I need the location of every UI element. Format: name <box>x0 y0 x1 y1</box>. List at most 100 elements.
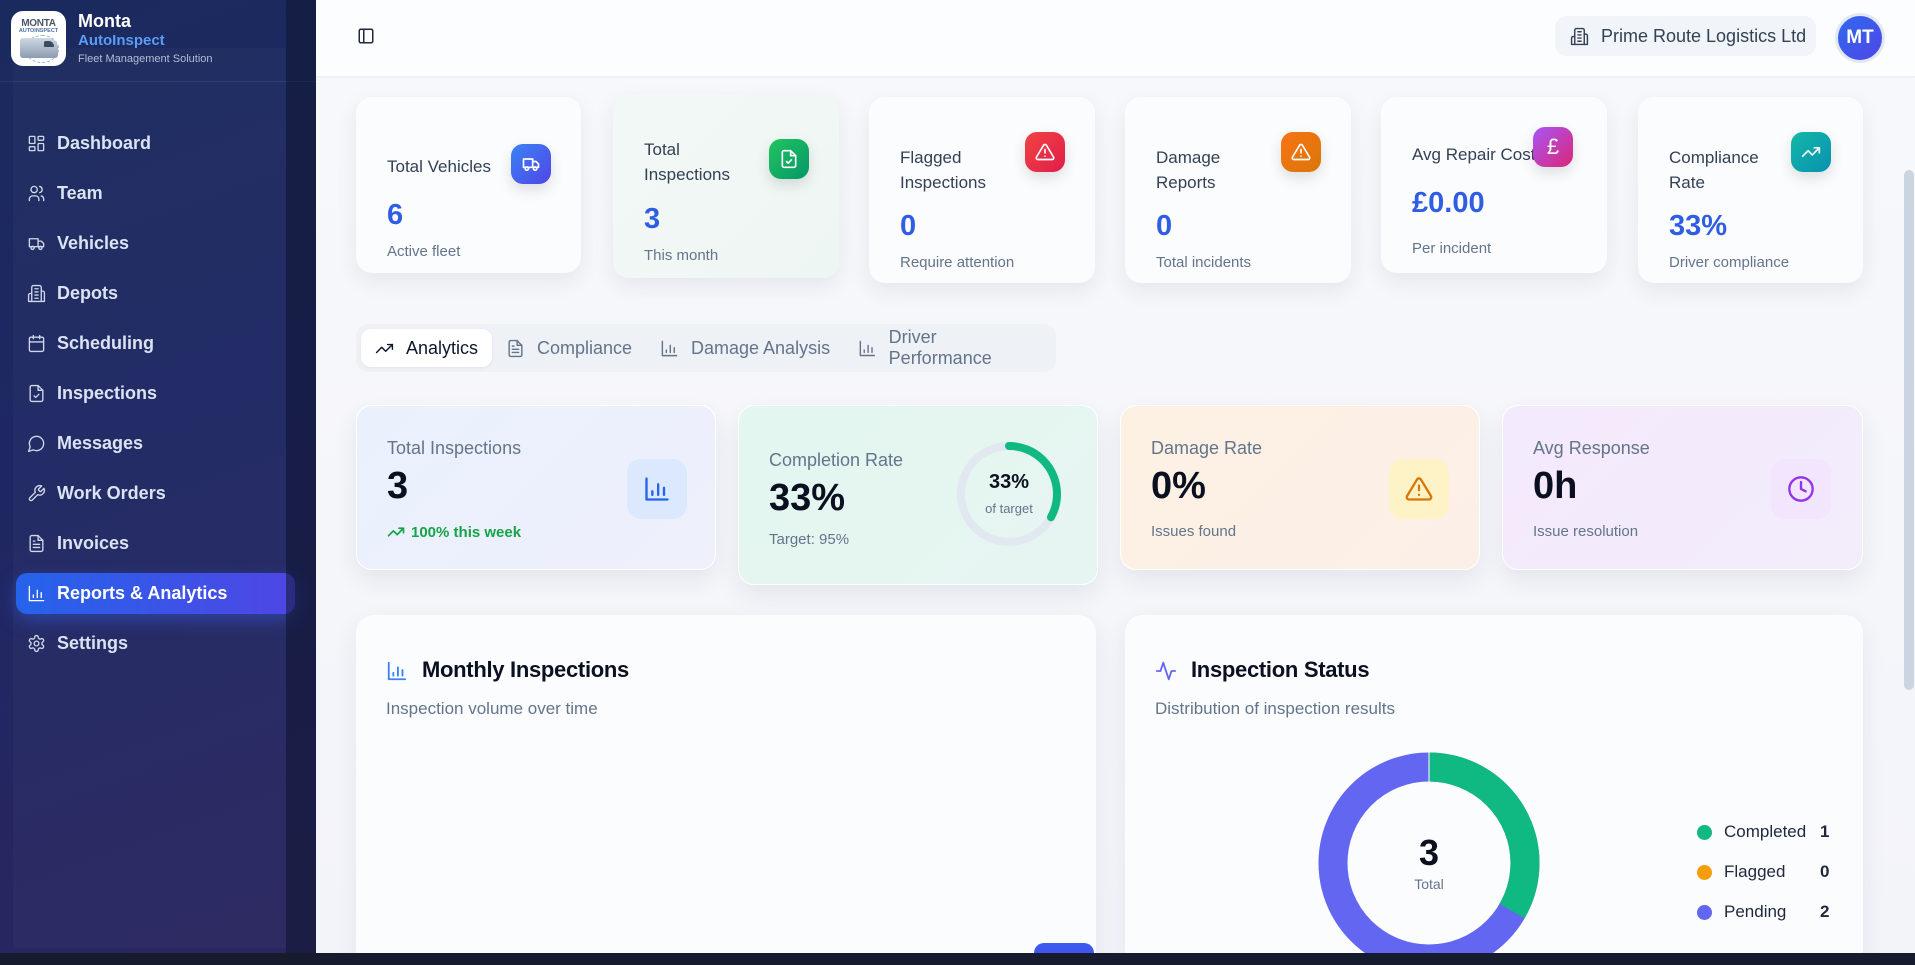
legend-label: Flagged <box>1724 862 1786 881</box>
sidebar-item-vehicles[interactable]: Vehicles <box>16 223 295 264</box>
sidebar-item-inspections[interactable]: Inspections <box>16 373 295 414</box>
sidebar-item-label: Depots <box>57 283 119 303</box>
alert-triangle-icon <box>1405 477 1433 501</box>
sidebar-nav: Dashboard Team Vehicles Depots Schedulin… <box>16 123 295 673</box>
kpi-card-avg-response: Avg Response 0h Issue resolution <box>1502 405 1863 570</box>
stat-subtitle: Per incident <box>1412 240 1492 257</box>
organization-name: Prime Route Logistics Ltd <box>1601 25 1807 46</box>
sidebar-item-label: Scheduling <box>57 333 155 353</box>
kpi-card-total-inspections: Total Inspections 3 100% this week <box>356 405 716 570</box>
ring-value: 33% <box>988 471 1030 493</box>
main-content: Total Vehicles 6 Active fleet Total Insp… <box>316 78 1915 965</box>
stat-title: Total Inspections <box>644 140 730 184</box>
user-avatar[interactable]: MT <box>1835 13 1885 63</box>
page-scrollbar[interactable] <box>1904 170 1914 690</box>
kpi-title: Total Inspections <box>387 438 522 458</box>
wrench-icon <box>28 484 46 502</box>
trending-up-icon <box>387 527 405 537</box>
file-check-icon <box>29 384 44 403</box>
kpi-value: 0% <box>1151 465 1206 507</box>
sidebar-item-dashboard[interactable]: Dashboard <box>16 123 295 164</box>
sidebar-item-invoices[interactable]: Invoices <box>16 523 295 564</box>
kpi-subtitle: Issue resolution <box>1533 523 1639 540</box>
trending-up-icon <box>375 343 394 353</box>
bar-chart-icon <box>859 340 876 356</box>
stat-title: Total Vehicles <box>387 157 491 176</box>
brand-product: AutoInspect <box>78 32 165 49</box>
inspection-status-panel: Inspection Status Distribution of inspec… <box>1125 615 1863 965</box>
calendar-icon <box>28 334 45 353</box>
legend-item-completed[interactable]: Completed 1 <box>1697 812 1837 852</box>
tab-label: Damage Analysis <box>691 337 831 358</box>
stat-card-flagged-inspections: Flagged Inspections 0 Require attention <box>869 97 1095 283</box>
tab-damage-analysis[interactable]: Damage Analysis <box>646 329 844 367</box>
stat-card-damage-reports: Damage Reports 0 Total incidents <box>1125 97 1351 283</box>
stat-value: 33% <box>1669 210 1728 242</box>
sidebar-item-reports-analytics[interactable]: Reports & Analytics <box>16 573 295 614</box>
stat-value: 6 <box>387 199 404 231</box>
truck-icon <box>522 158 540 172</box>
stat-value: 0 <box>1156 210 1173 242</box>
logo-text: MONTA <box>21 18 56 29</box>
bar-chart-icon <box>28 585 45 602</box>
kpi-value: 3 <box>387 465 409 507</box>
legend-dot <box>1697 904 1712 920</box>
users-icon <box>28 185 45 202</box>
sidebar-item-work-orders[interactable]: Work Orders <box>16 473 295 514</box>
kpi-title: Damage Rate <box>1151 438 1263 458</box>
kpi-icon-badge <box>1771 459 1831 519</box>
logo-subtext: AUTOINSPECT <box>18 28 59 34</box>
sidebar-item-label: Settings <box>57 633 129 653</box>
tab-driver-performance[interactable]: Driver Performance <box>844 327 1056 368</box>
sidebar-item-label: Inspections <box>57 383 158 403</box>
completion-progress-ring: 33% of target <box>954 439 1064 549</box>
stat-title: Damage Reports <box>1156 148 1221 192</box>
sidebar-item-settings[interactable]: Settings <box>16 623 295 664</box>
sidebar-item-label: Messages <box>57 433 144 453</box>
building-icon <box>27 284 46 303</box>
organization-selector[interactable]: Prime Route Logistics Ltd <box>1555 16 1816 56</box>
legend-item-pending[interactable]: Pending 2 <box>1697 892 1837 932</box>
tab-compliance[interactable]: Compliance <box>492 329 646 367</box>
alert-triangle-icon <box>1035 143 1055 161</box>
brand-logo[interactable]: MONTA AUTOINSPECT <box>11 11 66 66</box>
sidebar-item-label: Invoices <box>57 533 130 553</box>
sidebar-item-scheduling[interactable]: Scheduling <box>16 323 295 364</box>
kpi-title: Completion Rate <box>769 450 904 470</box>
van-icon <box>20 38 58 58</box>
panel-title: Inspection Status <box>1191 657 1370 682</box>
activity-icon <box>1155 661 1177 681</box>
stat-title: Flagged Inspections <box>900 148 986 192</box>
kpi-value: 0h <box>1533 465 1578 507</box>
sidebar-item-messages[interactable]: Messages <box>16 423 295 464</box>
stat-card-avg-repair-cost: Avg Repair Cost £0.00 Per incident £ <box>1381 97 1607 273</box>
brand-name: Monta <box>78 11 131 31</box>
ring-label: of target <box>985 501 1033 516</box>
stat-card-total-vehicles: Total Vehicles 6 Active fleet <box>356 97 581 273</box>
sidebar: MONTA AUTOINSPECT Monta AutoInspect Flee… <box>0 0 316 953</box>
legend-item-flagged[interactable]: Flagged 0 <box>1697 852 1837 892</box>
stat-card-total-inspections: Total Inspections 3 This month <box>613 94 839 278</box>
kpi-card-completion-rate: Completion Rate 33% Target: 95% 33% of t… <box>738 405 1098 585</box>
legend-dot <box>1697 864 1712 880</box>
bar-chart-icon <box>645 477 669 501</box>
sidebar-item-label: Vehicles <box>57 233 130 253</box>
bar-chart-icon <box>661 340 678 356</box>
stat-subtitle: Total incidents <box>1156 254 1252 271</box>
kpi-icon-badge <box>1389 459 1449 519</box>
tab-analytics[interactable]: Analytics <box>361 329 493 367</box>
sidebar-item-team[interactable]: Team <box>16 173 295 214</box>
sidebar-item-depots[interactable]: Depots <box>16 273 295 314</box>
stat-subtitle: Require attention <box>900 254 1015 271</box>
stat-title: Compliance Rate <box>1669 148 1759 192</box>
chart-legend: Completed 1 Flagged 0 Pending 2 <box>1697 812 1837 932</box>
stat-icon-badge <box>511 144 551 184</box>
donut-center-label: Total <box>1414 876 1444 892</box>
top-header: Prime Route Logistics Ltd MT <box>316 0 1915 77</box>
sidebar-toggle-icon[interactable] <box>357 27 375 45</box>
stat-value: £0.00 <box>1412 187 1485 219</box>
tab-label: Compliance <box>537 337 633 358</box>
sidebar-item-label: Reports & Analytics <box>57 583 228 603</box>
progress-ring-graphic <box>957 442 1061 546</box>
message-circle-icon <box>27 435 45 453</box>
